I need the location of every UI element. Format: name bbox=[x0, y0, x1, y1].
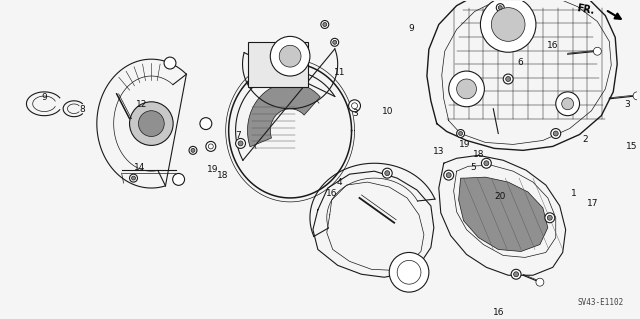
Circle shape bbox=[189, 146, 197, 154]
Polygon shape bbox=[248, 83, 320, 147]
Circle shape bbox=[459, 131, 463, 136]
Text: 1: 1 bbox=[571, 189, 577, 198]
Circle shape bbox=[481, 0, 536, 52]
Circle shape bbox=[173, 174, 184, 185]
Circle shape bbox=[209, 144, 213, 149]
Circle shape bbox=[349, 100, 360, 112]
Circle shape bbox=[481, 158, 492, 168]
Text: 19: 19 bbox=[207, 165, 218, 174]
Circle shape bbox=[556, 92, 580, 116]
Circle shape bbox=[545, 213, 555, 223]
Text: 7: 7 bbox=[236, 131, 241, 140]
Text: 15: 15 bbox=[627, 142, 638, 151]
Polygon shape bbox=[459, 177, 548, 251]
Circle shape bbox=[456, 79, 476, 99]
Text: 18: 18 bbox=[217, 171, 228, 180]
Text: 4: 4 bbox=[337, 178, 342, 187]
Text: 9: 9 bbox=[408, 24, 414, 33]
Circle shape bbox=[633, 92, 640, 100]
Circle shape bbox=[351, 103, 358, 109]
Circle shape bbox=[499, 6, 502, 10]
Circle shape bbox=[553, 131, 558, 136]
Text: 16: 16 bbox=[326, 189, 337, 198]
Circle shape bbox=[279, 45, 301, 67]
Text: 9: 9 bbox=[42, 93, 47, 102]
Text: 16: 16 bbox=[547, 41, 559, 50]
Circle shape bbox=[456, 130, 465, 137]
Circle shape bbox=[444, 170, 454, 180]
Circle shape bbox=[191, 148, 195, 152]
Circle shape bbox=[321, 20, 329, 28]
Circle shape bbox=[547, 215, 552, 220]
Text: 16: 16 bbox=[493, 308, 504, 317]
Circle shape bbox=[562, 98, 573, 110]
Circle shape bbox=[236, 138, 246, 148]
Circle shape bbox=[333, 40, 337, 44]
Circle shape bbox=[164, 57, 176, 69]
Circle shape bbox=[551, 129, 561, 138]
Circle shape bbox=[514, 272, 518, 277]
Text: 20: 20 bbox=[495, 192, 506, 202]
Circle shape bbox=[503, 74, 513, 84]
Text: 12: 12 bbox=[136, 100, 147, 109]
Circle shape bbox=[446, 173, 451, 178]
Circle shape bbox=[536, 278, 544, 286]
Circle shape bbox=[206, 141, 216, 151]
Circle shape bbox=[270, 36, 310, 76]
Text: 3: 3 bbox=[353, 109, 358, 118]
Circle shape bbox=[492, 8, 525, 41]
Text: 6: 6 bbox=[517, 58, 523, 67]
Circle shape bbox=[323, 23, 327, 26]
Circle shape bbox=[382, 168, 392, 178]
Circle shape bbox=[138, 111, 164, 137]
Text: 8: 8 bbox=[79, 105, 85, 114]
Circle shape bbox=[385, 171, 390, 176]
Text: FR.: FR. bbox=[576, 3, 595, 16]
Circle shape bbox=[506, 77, 511, 81]
Circle shape bbox=[593, 47, 602, 55]
Text: 18: 18 bbox=[473, 150, 484, 159]
Circle shape bbox=[129, 102, 173, 145]
Text: 19: 19 bbox=[459, 140, 470, 149]
Circle shape bbox=[496, 4, 504, 11]
Circle shape bbox=[397, 260, 421, 284]
Text: 14: 14 bbox=[134, 163, 145, 172]
Circle shape bbox=[389, 252, 429, 292]
Circle shape bbox=[511, 269, 521, 279]
Text: 11: 11 bbox=[334, 68, 346, 77]
Circle shape bbox=[200, 118, 212, 130]
Text: 3: 3 bbox=[624, 100, 630, 109]
Circle shape bbox=[238, 141, 243, 146]
Text: 17: 17 bbox=[587, 199, 598, 208]
Circle shape bbox=[449, 71, 484, 107]
Bar bbox=[248, 42, 308, 87]
Circle shape bbox=[331, 38, 339, 46]
Text: 10: 10 bbox=[381, 107, 393, 116]
Text: 2: 2 bbox=[582, 135, 588, 144]
Text: 5: 5 bbox=[470, 163, 476, 172]
Circle shape bbox=[129, 174, 138, 182]
Circle shape bbox=[132, 176, 136, 180]
Text: SV43-E1102: SV43-E1102 bbox=[577, 298, 624, 307]
Text: 13: 13 bbox=[433, 147, 445, 156]
Circle shape bbox=[484, 161, 489, 166]
